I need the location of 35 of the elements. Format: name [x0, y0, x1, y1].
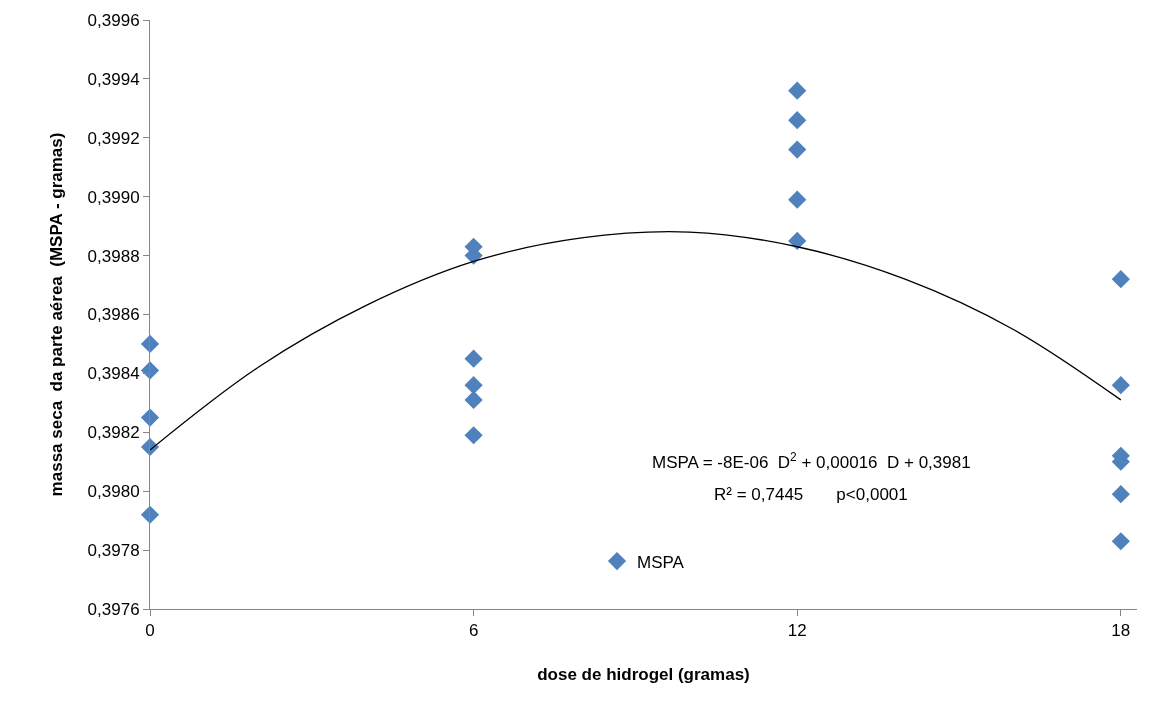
- legend-label: MSPA: [637, 552, 685, 572]
- x-tick-label: 18: [1111, 621, 1131, 641]
- point: [1111, 270, 1130, 289]
- y-tick-label: 0,3990: [87, 187, 140, 207]
- point: [464, 426, 483, 445]
- point: [140, 437, 160, 457]
- x-tick-label: 0: [145, 621, 155, 641]
- y-tick-label: 0,3992: [87, 128, 140, 148]
- y-tick-label: 0,3976: [87, 599, 140, 619]
- y-tick-label: 0,3984: [87, 364, 140, 384]
- y-tick-label: 0,3986: [87, 305, 140, 325]
- y-tick-label: 0,3982: [87, 423, 140, 443]
- y-tick-label: 0,3988: [87, 246, 140, 266]
- y-tick-label: 0,3994: [87, 69, 140, 89]
- point: [464, 390, 483, 409]
- point: [140, 334, 160, 354]
- point: [1111, 485, 1130, 504]
- x-axis-title: dose de hidrogel (gramas): [537, 664, 750, 684]
- x-tick-label: 12: [787, 621, 807, 641]
- point: [788, 190, 807, 209]
- point: [1111, 532, 1130, 551]
- x-tick-label: 6: [468, 621, 479, 641]
- point: [464, 376, 483, 395]
- y-tick-label: 0,3980: [87, 482, 140, 502]
- point: [1111, 376, 1130, 395]
- annotation: MSPA = -8E-06 D$^{2}$ + 0,00016 D + 0,3981: [652, 450, 971, 473]
- annotation: R² = 0,7445 p<0,0001: [714, 485, 908, 504]
- point: [788, 111, 807, 130]
- y-tick-label: 0,3978: [87, 541, 140, 561]
- y-tick-label: 0,3996: [87, 10, 140, 30]
- point: [788, 231, 807, 250]
- point: [788, 81, 807, 100]
- point: [788, 140, 807, 159]
- point: [464, 349, 483, 368]
- y-axis-title: massa seca da parte aérea (MSPA - gramas): [47, 132, 67, 497]
